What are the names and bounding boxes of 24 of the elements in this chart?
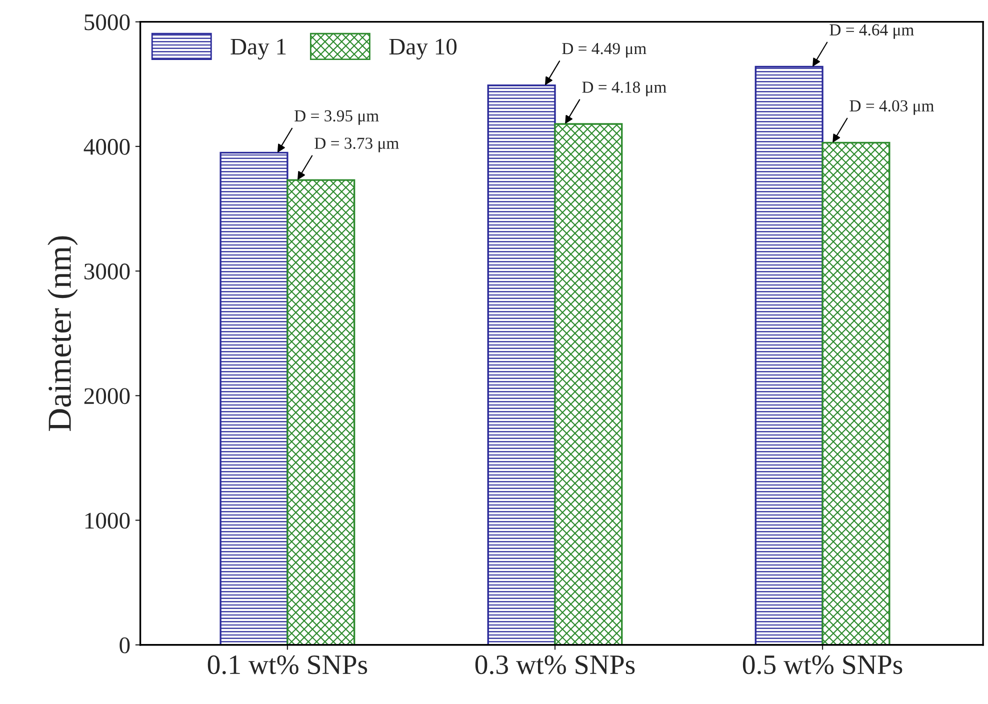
y-tick-label: 4000 bbox=[84, 138, 130, 155]
annotation: D = 3.95 μm bbox=[294, 110, 379, 125]
bar bbox=[554, 123, 623, 645]
bar bbox=[822, 142, 890, 645]
legend-label: Day 1 bbox=[230, 38, 286, 60]
x-tick-label: 0.5 wt% SNPs bbox=[742, 655, 902, 674]
annotation: D = 4.03 μm bbox=[850, 100, 934, 115]
y-tick-label: 2000 bbox=[84, 388, 130, 404]
bar bbox=[286, 179, 356, 645]
y-axis-title: Daimeter (nm) bbox=[48, 236, 78, 431]
x-tick-label: 0.1 wt% SNPs bbox=[208, 655, 368, 674]
y-tick-label: 3000 bbox=[84, 264, 130, 280]
annotation: D = 4.18 μm bbox=[582, 82, 666, 96]
bar bbox=[754, 66, 824, 645]
y-tick-label: 5000 bbox=[84, 14, 130, 30]
x-tick-label: 0.3 wt% SNPs bbox=[475, 655, 635, 674]
legend-label: Day 10 bbox=[389, 38, 457, 60]
bar bbox=[487, 84, 556, 645]
annotation: D = 4.49 μm bbox=[562, 42, 646, 58]
annotation: D = 3.73 μm bbox=[314, 138, 399, 152]
annotation: D = 4.64 μm bbox=[830, 24, 914, 39]
bar bbox=[220, 152, 288, 645]
y-tick-label: 0 bbox=[120, 637, 130, 654]
y-tick-label: 1000 bbox=[85, 512, 130, 529]
